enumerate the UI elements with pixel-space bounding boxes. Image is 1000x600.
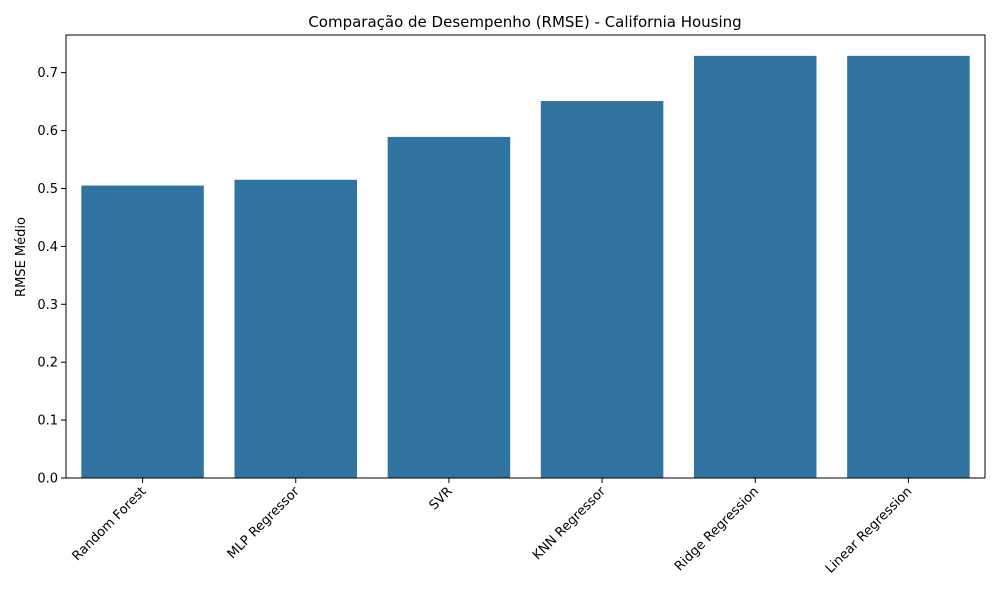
y-tick-label: 0.7 bbox=[37, 66, 58, 81]
y-tick-label: 0.0 bbox=[37, 472, 58, 487]
chart-title: Comparação de Desempenho (RMSE) - Califo… bbox=[308, 13, 741, 31]
x-tick-label: Random Forest bbox=[70, 484, 150, 564]
y-tick-label: 0.2 bbox=[37, 356, 58, 371]
y-axis: 0.0 0.1 0.2 0.3 0.4 0.5 0.6 0.7 bbox=[37, 66, 66, 487]
x-tick-label: SVR bbox=[427, 484, 456, 513]
bar bbox=[540, 101, 664, 479]
x-tick-label: MLP Regressor bbox=[225, 484, 303, 562]
bar bbox=[387, 136, 511, 479]
y-tick-label: 0.3 bbox=[37, 298, 58, 313]
y-tick-label: 0.1 bbox=[37, 414, 58, 429]
bar bbox=[693, 55, 817, 478]
bar bbox=[81, 185, 204, 478]
y-axis-label: RMSE Médio bbox=[14, 217, 29, 297]
y-tick-label: 0.5 bbox=[37, 182, 58, 197]
bar bbox=[234, 179, 358, 478]
bars-group bbox=[81, 55, 970, 479]
plot-border bbox=[65, 34, 986, 479]
bar bbox=[847, 55, 970, 478]
x-axis: Random Forest MLP Regressor SVR KNN Regress… bbox=[70, 478, 915, 577]
y-tick-label: 0.4 bbox=[37, 240, 58, 255]
y-tick-label: 0.6 bbox=[37, 124, 58, 139]
plot-frame bbox=[65, 34, 986, 479]
x-tick-label: KNN Regressor bbox=[530, 484, 609, 563]
x-tick-label: Ridge Regression bbox=[672, 484, 762, 574]
x-tick-label: Linear Regression bbox=[823, 484, 915, 576]
